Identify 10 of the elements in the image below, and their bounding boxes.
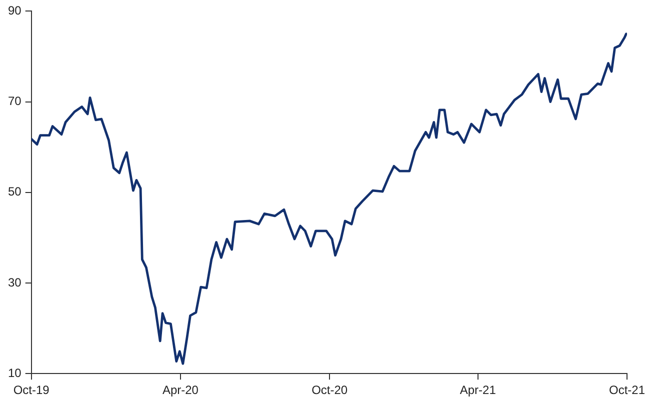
- x-tick-label: Apr-20: [162, 383, 199, 398]
- x-tick-label: Oct-19: [13, 383, 50, 398]
- y-tick-label: 90: [8, 4, 22, 18]
- x-tick-label: Oct-20: [312, 383, 348, 398]
- y-tick-label: 50: [8, 184, 22, 199]
- x-tick-label: Oct-21: [608, 383, 646, 398]
- x-tick-label: Apr-21: [460, 383, 496, 398]
- y-tick-label: 70: [8, 94, 22, 108]
- y-tick-label: 10: [8, 366, 22, 380]
- y-tick-label: 30: [8, 275, 22, 290]
